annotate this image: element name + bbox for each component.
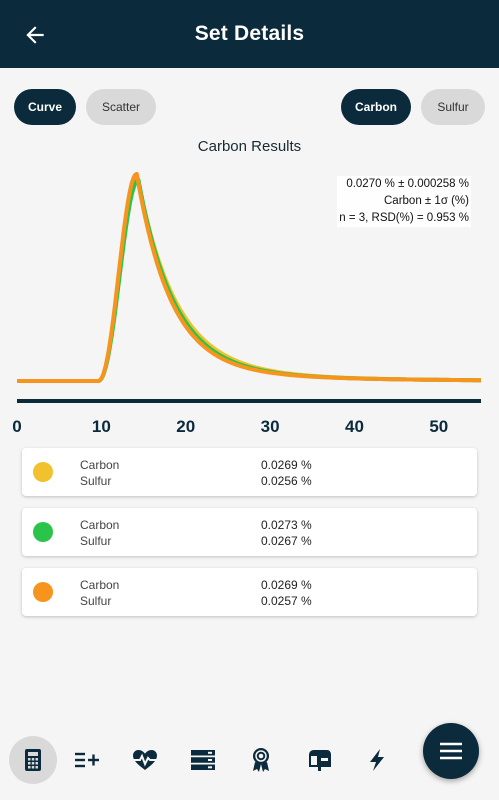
stats-rsd: n = 3, RSD(%) = 0.953 % <box>339 212 469 224</box>
sulfur-value: 0.0256 % <box>261 474 312 488</box>
series-color-dot <box>33 582 53 602</box>
series-color-dot <box>33 522 53 542</box>
series-color-dot <box>33 462 53 482</box>
x-tick-label: 30 <box>261 417 280 436</box>
bottom-navigation <box>0 720 499 800</box>
carbon-label: Carbon <box>80 458 120 472</box>
award-icon <box>253 748 269 772</box>
x-tick-label: 10 <box>92 417 111 436</box>
sulfur-value: 0.0257 % <box>261 594 312 608</box>
nav-award[interactable] <box>241 740 281 780</box>
result-card-1[interactable]: Carbon Sulfur 0.0269 % 0.0256 % <box>22 448 477 496</box>
x-tick-label: 40 <box>345 417 364 436</box>
sulfur-label: Sulfur <box>80 474 112 488</box>
nav-mailbox[interactable] <box>299 740 339 780</box>
carbon-value: 0.0269 % <box>261 578 312 592</box>
carbon-toggle-button[interactable]: Carbon <box>341 89 411 125</box>
result-card-3[interactable]: Carbon Sulfur 0.0269 % 0.0257 % <box>22 568 477 616</box>
x-tick-label: 50 <box>429 417 448 436</box>
calculator-icon <box>25 749 41 771</box>
chart-title: Carbon Results <box>197 138 302 155</box>
scatter-toggle-button[interactable]: Scatter <box>86 89 156 125</box>
nav-servers[interactable] <box>183 740 223 780</box>
app-bar: Set Details <box>0 0 499 68</box>
results-chart: 0 10 20 30 40 50 <box>12 171 483 436</box>
nav-health[interactable] <box>125 740 165 780</box>
nav-list-add[interactable] <box>67 740 107 780</box>
menu-icon <box>440 742 462 760</box>
heart-pulse-icon <box>132 750 158 770</box>
carbon-value: 0.0269 % <box>261 458 312 472</box>
nav-calculator[interactable] <box>9 736 57 784</box>
sulfur-label: Sulfur <box>80 534 112 548</box>
arrow-left-icon[interactable] <box>22 22 48 48</box>
x-axis-ticks: 0 10 20 30 40 50 <box>12 417 448 436</box>
scatter-toggle-label: Scatter <box>101 100 140 114</box>
x-tick-label: 0 <box>12 417 21 436</box>
mailbox-icon <box>309 750 331 771</box>
list-add-icon <box>75 752 99 768</box>
x-tick-label: 20 <box>176 417 195 436</box>
sulfur-toggle-button[interactable]: Sulfur <box>421 89 485 125</box>
chart-curves <box>15 171 483 383</box>
menu-fab-button[interactable] <box>423 723 479 779</box>
carbon-label: Carbon <box>80 518 120 532</box>
series-line-3 <box>15 171 483 383</box>
server-icon <box>191 750 215 770</box>
curve-toggle-label: Curve <box>27 100 62 114</box>
page-title: Set Details <box>194 22 305 45</box>
sulfur-value: 0.0267 % <box>261 534 312 548</box>
stats-mean: 0.0270 % ± 0.000258 % <box>346 178 469 190</box>
stats-label: Carbon ± 1σ (%) <box>384 195 469 207</box>
curve-toggle-button[interactable]: Curve <box>14 89 76 125</box>
carbon-toggle-label: Carbon <box>355 100 397 114</box>
sulfur-toggle-label: Sulfur <box>437 100 469 114</box>
carbon-label: Carbon <box>80 578 120 592</box>
carbon-value: 0.0273 % <box>261 518 312 532</box>
nav-lightning[interactable] <box>357 740 397 780</box>
lightning-icon <box>370 749 384 771</box>
sulfur-label: Sulfur <box>80 594 112 608</box>
result-card-2[interactable]: Carbon Sulfur 0.0273 % 0.0267 % <box>22 508 477 556</box>
stats-annotation: 0.0270 % ± 0.000258 % Carbon ± 1σ (%) n … <box>337 176 471 227</box>
